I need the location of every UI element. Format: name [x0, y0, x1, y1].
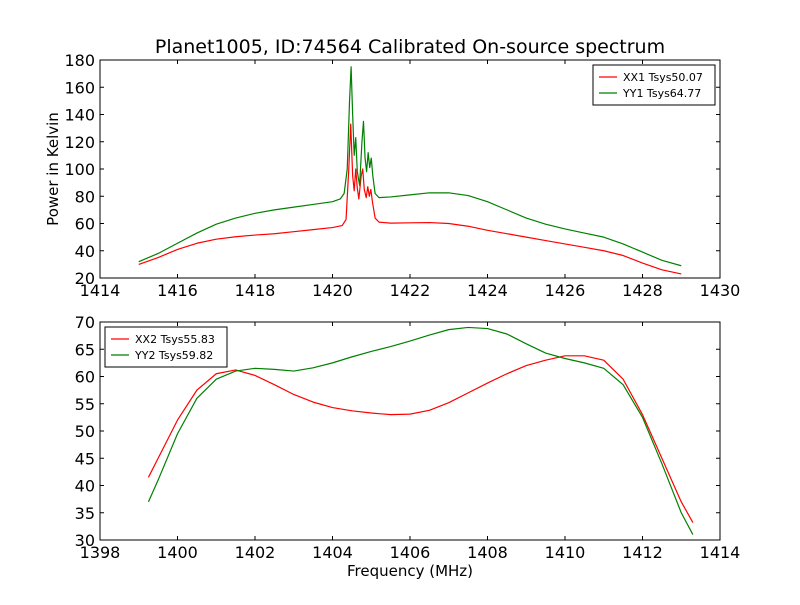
x-tick-label: 1418 [235, 281, 276, 300]
series-line-2-2 [147, 326, 694, 535]
series-line-2-1 [147, 355, 694, 523]
series-line-1-2 [138, 66, 682, 267]
y-tick-label: 140 [64, 106, 95, 125]
y-tick-label: 50 [75, 422, 95, 441]
x-tick-label: 1428 [622, 281, 663, 300]
x-tick-label: 1400 [157, 543, 198, 562]
subplot-2: 1398 1400 1402 1404 1406 1408 1410 1412 1414 30 35… [75, 313, 741, 580]
x-tick-label: 1408 [467, 543, 508, 562]
y-tick-label: 80 [75, 187, 95, 206]
x-tick-label: 1430 [700, 281, 741, 300]
y-tick-label: 100 [64, 160, 95, 179]
legend-label: XX1 Tsys50.07 [623, 71, 703, 84]
y-tick-label: 45 [75, 449, 95, 468]
y-tick-label: 70 [75, 313, 95, 332]
y-tick-label: 120 [64, 133, 95, 152]
x-tick-label: 1412 [622, 543, 663, 562]
y-tick-label: 60 [75, 215, 95, 234]
legend-box [592, 64, 716, 106]
x-tick-label: 1414 [700, 543, 741, 562]
y-tick-label: 65 [75, 340, 95, 359]
y-tick-label: 60 [75, 368, 95, 387]
x-tick-label: 1414 [80, 281, 121, 300]
legend-box [104, 326, 228, 368]
x-axis-label: Frequency (MHz) [347, 562, 473, 580]
subplot-1: 1414 1416 1418 1420 1422 1424 1426 1428 1430 20 40… [44, 51, 740, 300]
x-tick-label: 1424 [467, 281, 508, 300]
x-tick-label: 1404 [312, 543, 353, 562]
y-tick-label: 55 [75, 395, 95, 414]
legend-label: YY1 Tsys64.77 [622, 87, 701, 100]
y-tick-label: 35 [75, 504, 95, 523]
legend-label: XX2 Tsys55.83 [135, 333, 215, 346]
y-tick-label: 30 [75, 531, 95, 550]
y-tick-label: 160 [64, 78, 95, 97]
y-tick-label: 20 [75, 269, 95, 288]
x-tick-label: 1426 [545, 281, 586, 300]
x-tick-label: 1406 [390, 543, 431, 562]
y-tick-label: 40 [75, 477, 95, 496]
x-tick-label: 1410 [545, 543, 586, 562]
legend-label: YY2 Tsys59.82 [134, 349, 213, 362]
figure-title: Planet1005, ID:74564 Calibrated On-sourc… [155, 36, 665, 58]
x-tick-label: 1416 [157, 281, 198, 300]
x-tick-label: 1398 [80, 543, 121, 562]
y-tick-label: 180 [64, 51, 95, 70]
series-line-1-1 [138, 123, 682, 275]
y-axis-label: Power in Kelvin [44, 112, 62, 226]
y-tick-label: 40 [75, 242, 95, 261]
legend-2: XX2 Tsys55.83 YY2 Tsys59.82 [104, 326, 228, 368]
x-tick-label: 1402 [235, 543, 276, 562]
x-tick-label: 1420 [312, 281, 353, 300]
x-tick-label: 1422 [390, 281, 431, 300]
legend-1: XX1 Tsys50.07 YY1 Tsys64.77 [592, 64, 716, 106]
